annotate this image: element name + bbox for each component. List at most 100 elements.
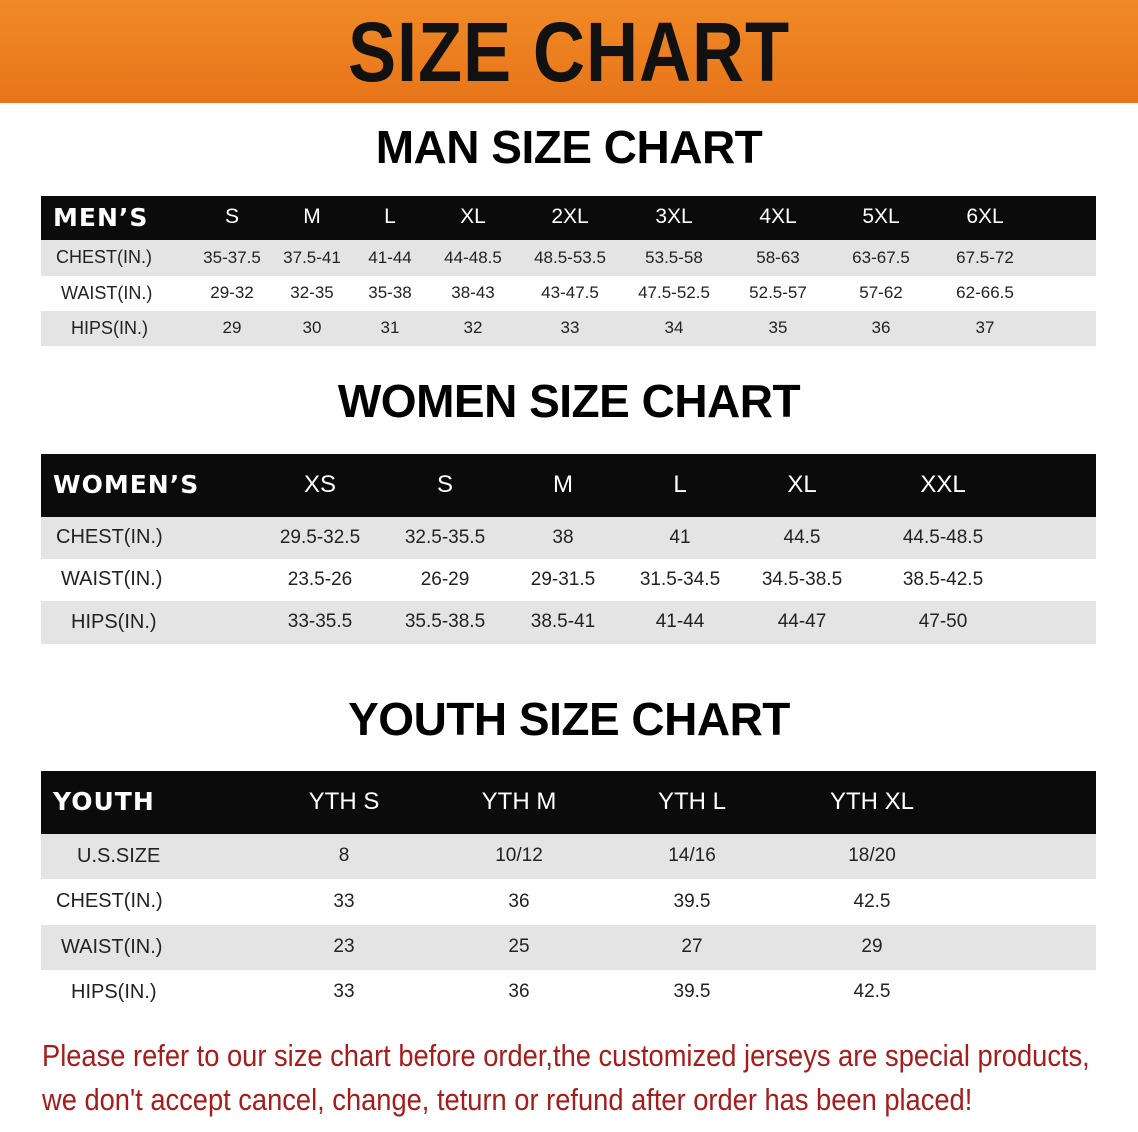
table-cell: 42.5: [853, 890, 891, 912]
table-cell: 29.5-32.5: [279, 526, 361, 548]
table-cell: 29: [222, 318, 242, 338]
table-cell: 42.5: [853, 981, 891, 1003]
table-row: U.S.SIZE 8 10/12 14/16 18/20: [41, 834, 1096, 879]
table-row: HIPS(IN.) 29 30 31 32 33 34 35 36 37: [41, 311, 1096, 346]
size-header: XL: [787, 471, 817, 499]
table-cell: 38.5-42.5: [902, 568, 984, 590]
size-header: 4XL: [759, 205, 797, 229]
notice-line-1: Please refer to our size chart before or…: [42, 1038, 1090, 1073]
table-cell: 52.5-57: [749, 283, 807, 303]
table-cell: 10/12: [495, 845, 543, 867]
row-label: U.S.SIZE: [77, 844, 161, 867]
table-cell: 44-47: [777, 611, 827, 633]
table-cell: 44-48.5: [444, 247, 502, 267]
table-cell: 63-67.5: [852, 247, 910, 267]
table-cell: 41: [669, 526, 691, 548]
table-cell: 39.5: [673, 981, 711, 1003]
banner: SIZE CHART: [0, 0, 1138, 103]
table-cell: 23.5-26: [287, 568, 353, 590]
row-label: WAIST(IN.): [61, 568, 163, 591]
table-cell: 35-38: [368, 283, 412, 303]
table-cell: 38-43: [451, 283, 495, 303]
table-row: HIPS(IN.) 33 36 39.5 42.5: [41, 970, 1096, 1015]
men-section-title: MAN SIZE CHART: [375, 121, 763, 173]
header-label: WOMEN’S: [53, 470, 200, 499]
men-size-table: MEN’S S M L XL 2XL 3XL 4XL 5XL 6XL CHEST(IN.) 35-37…: [41, 196, 1096, 346]
table-cell: 30: [302, 318, 322, 338]
table-row: CHEST(IN.) 33 36 39.5 42.5: [41, 879, 1096, 925]
size-header: L: [673, 471, 687, 499]
table-cell: 47.5-52.5: [638, 283, 710, 303]
table-cell: 23: [333, 936, 355, 958]
table-row: CHEST(IN.) 35-37.5 37.5-41 41-44 44-48.5 48.5…: [41, 240, 1096, 276]
header-label: MEN’S: [53, 202, 149, 232]
table-cell: 33: [333, 981, 355, 1003]
row-label: WAIST(IN.): [61, 935, 163, 958]
size-header: 3XL: [655, 205, 693, 229]
table-cell: 37.5-41: [283, 247, 341, 267]
size-header: YTH L: [657, 788, 727, 816]
size-header: S: [224, 205, 240, 229]
table-row: WAIST(IN.) 23.5-26 26-29 29-31.5 31.5-34.5 34…: [41, 559, 1096, 601]
size-header: S: [436, 471, 454, 499]
table-cell: 33-35.5: [287, 611, 353, 633]
youth-size-table: YOUTH YTH S YTH M YTH L YTH XL U.S.SIZE 8 10/12…: [41, 771, 1096, 1016]
row-label: HIPS(IN.): [71, 610, 157, 633]
table-cell: 29-31.5: [530, 568, 596, 590]
notice-line-2: we don't accept cancel, change, teturn o…: [42, 1082, 973, 1117]
table-cell: 32-35: [290, 283, 334, 303]
size-header: YTH M: [481, 788, 557, 816]
size-header: 2XL: [551, 205, 589, 229]
table-cell: 58-63: [756, 247, 800, 267]
size-header: YTH S: [308, 788, 380, 816]
table-cell: 14/16: [668, 845, 716, 867]
row-label: HIPS(IN.): [71, 980, 157, 1003]
table-row: CHEST(IN.) 29.5-32.5 32.5-35.5 38 41 44.5 44.5…: [41, 517, 1096, 559]
table-cell: 27: [681, 936, 703, 958]
table-cell: 32.5-35.5: [404, 526, 486, 548]
table-cell: 32: [463, 318, 483, 338]
size-header: XXL: [920, 471, 966, 499]
table-cell: 44.5-48.5: [902, 526, 984, 548]
table-row: HIPS(IN.) 33-35.5 35.5-38.5 38.5-41 41-44 44-…: [41, 601, 1096, 644]
table-cell: 29: [861, 936, 883, 958]
table-cell: 41-44: [655, 611, 705, 633]
youth-section-title: YOUTH SIZE CHART: [348, 693, 790, 745]
table-row: WAIST(IN.) 23 25 27 29: [41, 925, 1096, 970]
table-cell: 31: [380, 318, 400, 338]
table-cell: 34: [664, 318, 684, 338]
table-cell: 53.5-58: [645, 247, 703, 267]
size-header: M: [303, 205, 321, 229]
header-label: YOUTH: [53, 787, 155, 816]
table-cell: 35-37.5: [203, 247, 261, 267]
table-cell: 44.5: [783, 526, 821, 548]
table-cell: 37: [975, 318, 995, 338]
women-size-table: WOMEN’S XS S M L XL XXL CHEST(IN.) 29.5-32.5 32.5…: [41, 454, 1096, 644]
size-header: 6XL: [966, 205, 1004, 229]
size-header: YTH XL: [829, 788, 915, 816]
table-cell: 25: [508, 936, 530, 958]
size-header: XL: [460, 205, 486, 229]
table-cell: 33: [560, 318, 580, 338]
table-cell: 57-62: [859, 283, 903, 303]
table-cell: 47-50: [918, 611, 968, 633]
table-cell: 38: [552, 526, 574, 548]
size-header: 5XL: [862, 205, 900, 229]
table-cell: 48.5-53.5: [534, 247, 606, 267]
table-cell: 36: [508, 981, 530, 1003]
table-cell: 41-44: [368, 247, 412, 267]
table-cell: 34.5-38.5: [761, 568, 843, 590]
row-label: WAIST(IN.): [61, 282, 153, 303]
table-header-row: MEN’S S M L XL 2XL 3XL 4XL 5XL 6XL: [41, 196, 1096, 240]
table-cell: 36: [871, 318, 891, 338]
table-row: WAIST(IN.) 29-32 32-35 35-38 38-43 43-47.5 47.…: [41, 276, 1096, 311]
row-label: CHEST(IN.): [56, 890, 163, 913]
table-cell: 43-47.5: [541, 283, 599, 303]
table-header-row: WOMEN’S XS S M L XL XXL: [41, 454, 1096, 517]
table-cell: 31.5-34.5: [639, 568, 721, 590]
table-cell: 35: [768, 318, 788, 338]
row-label: HIPS(IN.): [71, 317, 149, 338]
table-cell: 29-32: [210, 283, 254, 303]
table-cell: 67.5-72: [956, 247, 1014, 267]
